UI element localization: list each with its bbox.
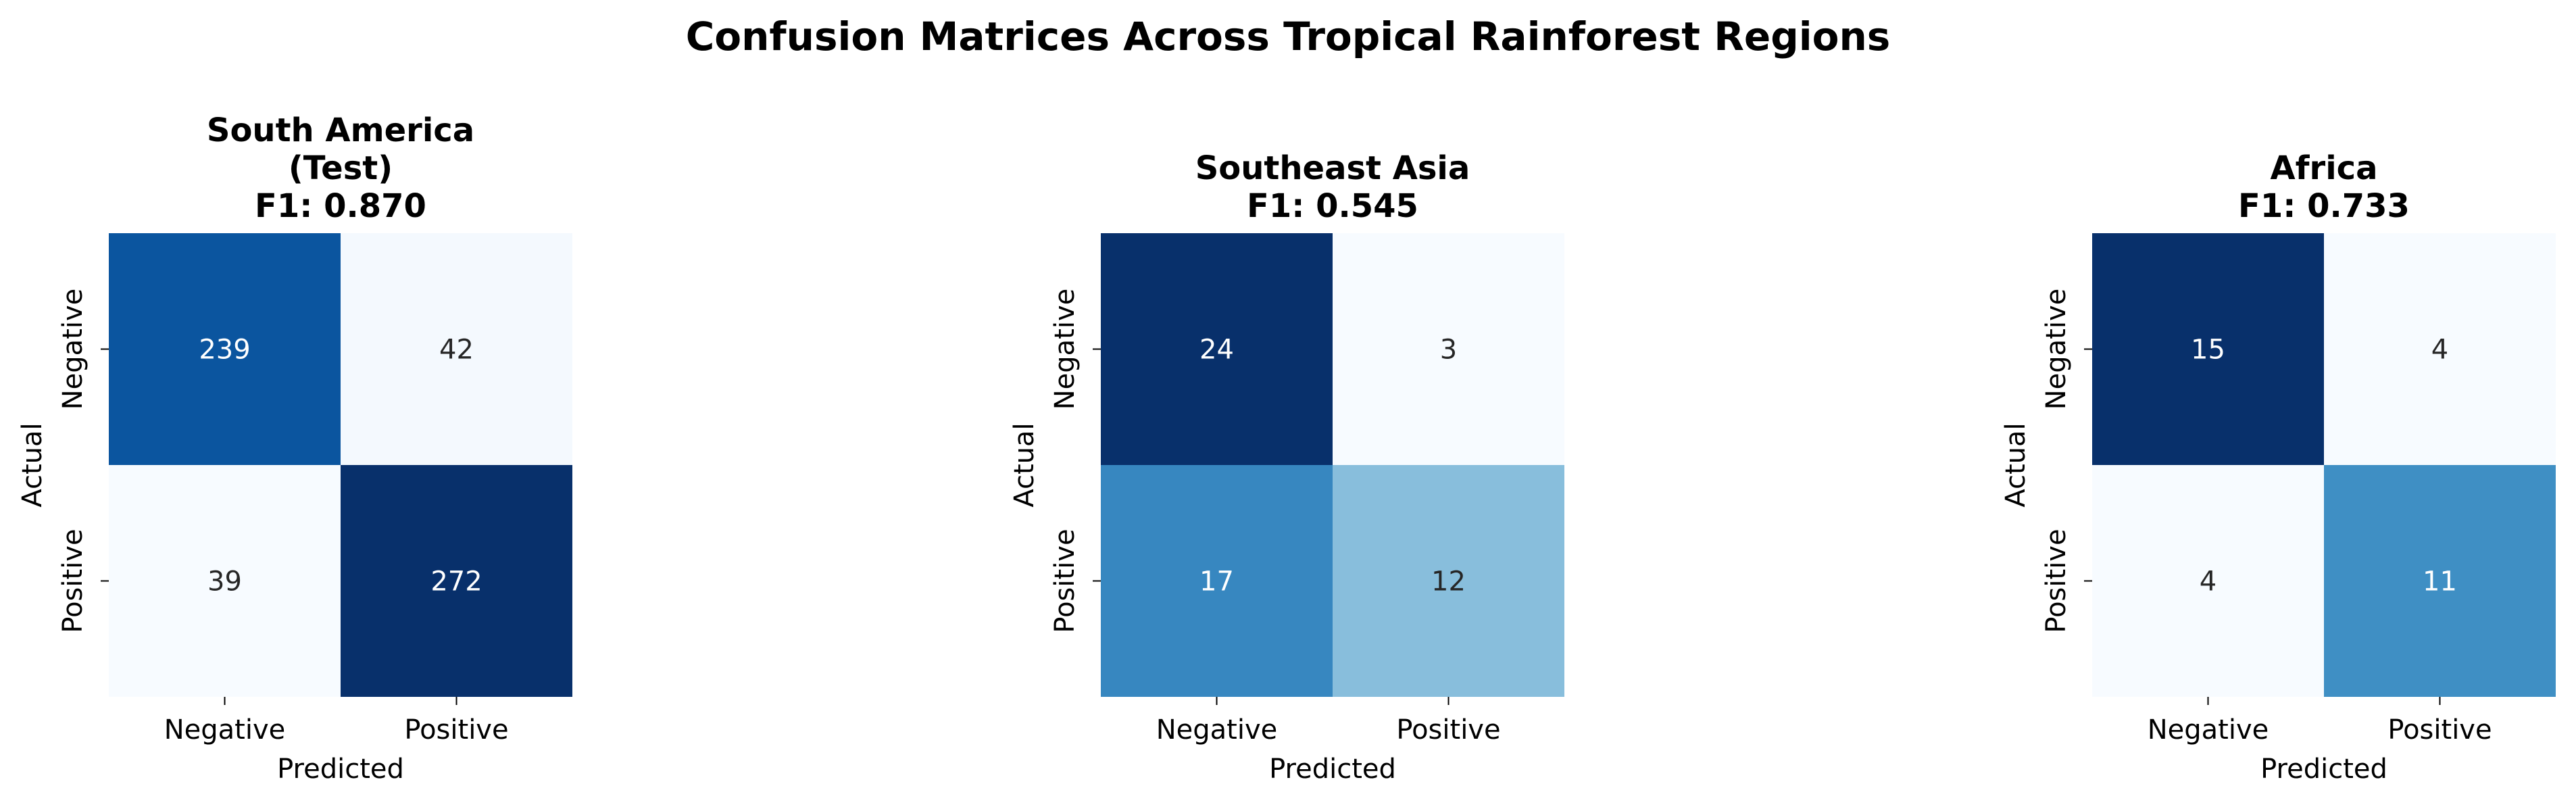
heatmap-cell [1101, 465, 1333, 697]
heatmap-cell [109, 233, 341, 465]
x-tick-label: Negative [1156, 714, 1278, 746]
heatmap-cell [2324, 233, 2556, 465]
y-axis-label: Actual [2000, 422, 2031, 507]
x-axis-label: Predicted [1269, 754, 1396, 785]
cell-value-label: 272 [430, 566, 482, 597]
figure-title: Confusion Matrices Across Tropical Rainf… [686, 14, 1891, 59]
panel-title: South America [207, 112, 474, 149]
y-tick-label: Negative [57, 289, 89, 410]
y-tick-label: Negative [2041, 289, 2072, 410]
heatmap-cell [1101, 233, 1333, 465]
heatmap-panel-1: 239 42 39 272 South America(Test)F1: 0.870 Ne… [17, 112, 572, 785]
panel-title: F1: 0.733 [2238, 187, 2410, 225]
cell-value-label: 15 [2191, 335, 2225, 366]
cell-value-label: 24 [1199, 335, 1234, 366]
y-tick-label: Positive [2041, 529, 2072, 633]
cell-value-label: 4 [2431, 335, 2448, 366]
cell-value-label: 4 [2200, 566, 2216, 597]
heatmap-cell [341, 465, 572, 697]
heatmap-panels: 239 42 39 272 South America(Test)F1: 0.870 Ne… [17, 112, 2556, 785]
heatmap-cell [341, 233, 572, 465]
cell-value-label: 17 [1199, 566, 1234, 597]
x-axis-label: Predicted [2260, 754, 2387, 785]
x-tick-label: Positive [2387, 714, 2492, 746]
heatmap-cell [2092, 233, 2324, 465]
heatmap-cell [109, 465, 341, 697]
panel-title: Southeast Asia [1195, 149, 1470, 187]
cell-value-label: 3 [1440, 335, 1457, 366]
panel-title: (Test) [289, 149, 393, 187]
heatmap-cell [2092, 465, 2324, 697]
heatmap-cell [1333, 233, 1564, 465]
heatmap-cell [2324, 465, 2556, 697]
cell-value-label: 11 [2423, 566, 2457, 597]
y-axis-label: Actual [1009, 422, 1040, 507]
panel-title: Africa [2271, 149, 2378, 187]
x-tick-label: Negative [2148, 714, 2269, 746]
x-tick-label: Positive [1396, 714, 1500, 746]
y-tick-label: Negative [1049, 289, 1081, 410]
cell-value-label: 42 [439, 335, 474, 366]
x-tick-label: Positive [404, 714, 508, 746]
panel-title: F1: 0.870 [255, 187, 426, 225]
y-axis-label: Actual [17, 422, 48, 507]
cell-value-label: 39 [207, 566, 242, 597]
y-tick-label: Positive [57, 529, 89, 633]
x-axis-label: Predicted [277, 754, 404, 785]
y-tick-label: Positive [1049, 529, 1081, 633]
cell-value-label: 12 [1431, 566, 1466, 597]
x-tick-label: Negative [164, 714, 286, 746]
panel-title: F1: 0.545 [1247, 187, 1418, 225]
cell-value-label: 239 [199, 335, 250, 366]
heatmap-cell [1333, 465, 1564, 697]
